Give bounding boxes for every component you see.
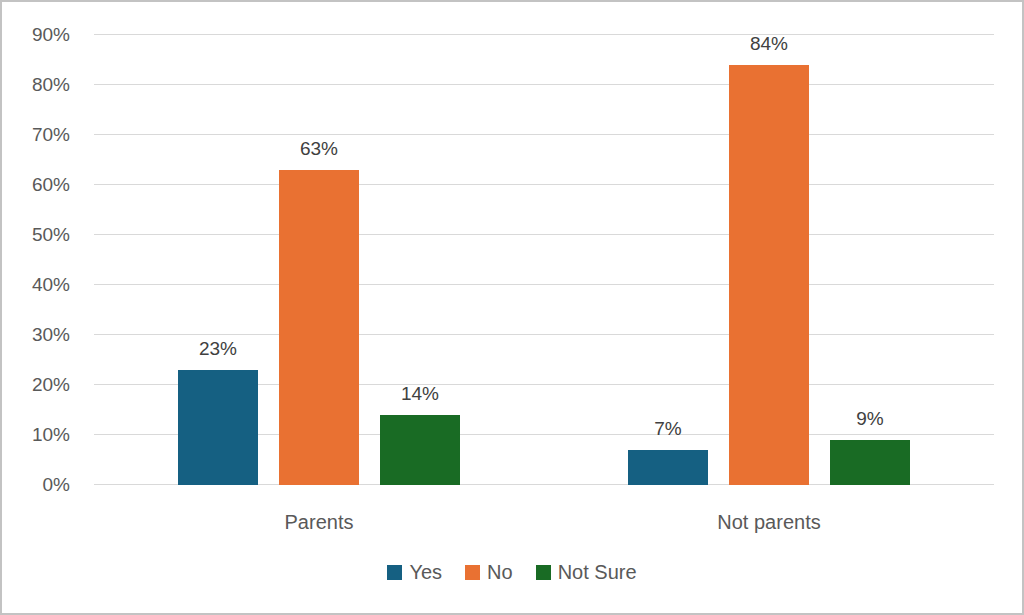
legend-item-no: No xyxy=(465,560,513,584)
bar-value-label: 23% xyxy=(199,336,237,362)
gridline xyxy=(94,184,994,185)
legend-swatch xyxy=(465,565,480,580)
y-tick-label: 60% xyxy=(2,172,70,198)
legend-swatch xyxy=(387,565,402,580)
legend-item-not-sure: Not Sure xyxy=(536,560,637,584)
y-tick-label: 80% xyxy=(2,72,70,98)
gridline xyxy=(94,284,994,285)
gridline xyxy=(94,134,994,135)
gridline xyxy=(94,334,994,335)
bar-value-label: 63% xyxy=(300,136,338,162)
y-tick-label: 50% xyxy=(2,222,70,248)
y-tick-label: 70% xyxy=(2,122,70,148)
gridline xyxy=(94,234,994,235)
legend-label: Yes xyxy=(409,560,442,584)
bar-not-sure xyxy=(830,440,910,485)
y-tick-label: 90% xyxy=(2,22,70,48)
gridline xyxy=(94,84,994,85)
y-tick-label: 40% xyxy=(2,272,70,298)
legend-item-yes: Yes xyxy=(387,560,442,584)
category-label: Not parents xyxy=(717,509,820,535)
gridline xyxy=(94,34,994,35)
y-tick-label: 0% xyxy=(2,472,70,498)
y-tick-label: 10% xyxy=(2,422,70,448)
bar-no xyxy=(729,65,809,485)
category-label: Parents xyxy=(285,509,354,535)
bar-value-label: 14% xyxy=(401,381,439,407)
legend: Yes No Not Sure xyxy=(2,560,1022,584)
bar-yes xyxy=(628,450,708,485)
bar-value-label: 84% xyxy=(750,31,788,57)
y-tick-label: 30% xyxy=(2,322,70,348)
legend-label: No xyxy=(487,560,513,584)
bar-value-label: 7% xyxy=(654,416,681,442)
bar-value-label: 9% xyxy=(856,406,883,432)
legend-label: Not Sure xyxy=(558,560,637,584)
y-tick-label: 20% xyxy=(2,372,70,398)
bar-chart: 0% 10% 20% 30% 40% 50% 60% 70% 80% 90% 23% 63% 14% Pa… xyxy=(0,0,1024,615)
legend-swatch xyxy=(536,565,551,580)
bar-not-sure xyxy=(380,415,460,485)
bar-no xyxy=(279,170,359,485)
bar-yes xyxy=(178,370,258,485)
